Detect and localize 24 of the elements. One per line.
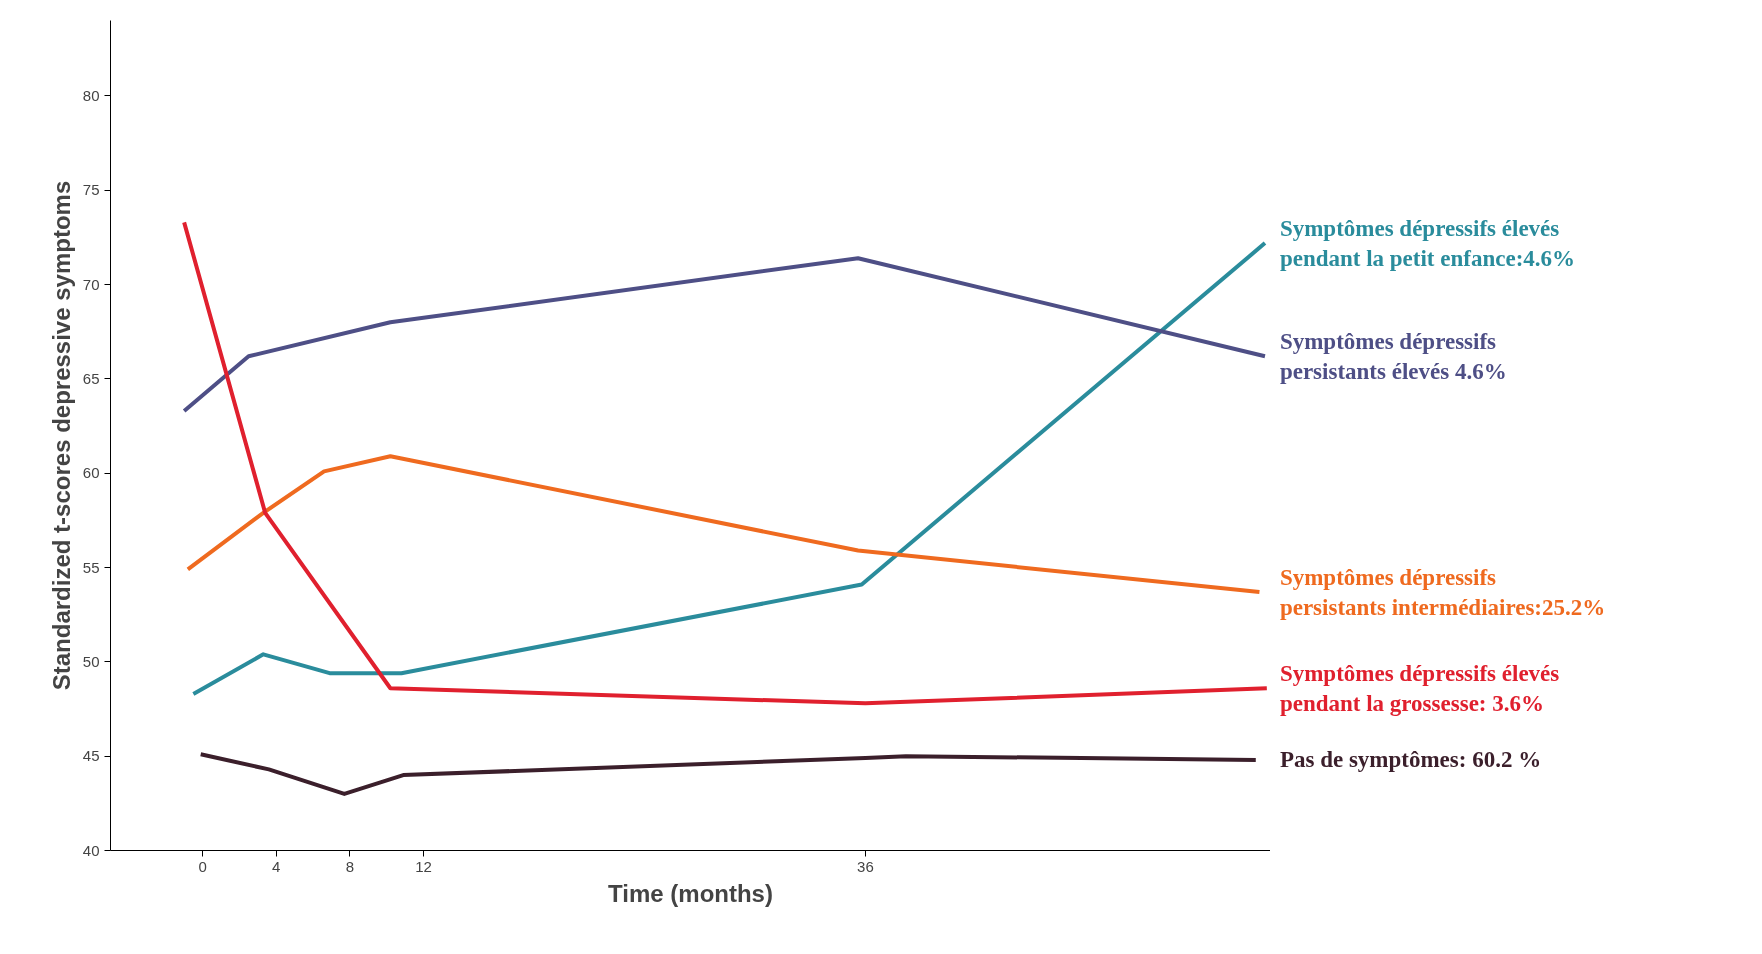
series-label: Symptômes dépressifs élevés pendant la grossesse: 3.6%: [1279, 660, 1560, 716]
y-tick-label: 40: [82, 841, 100, 859]
y-tick-label: 70: [82, 275, 100, 293]
series-label: Symptômes dépressifs persistants intermédiaires:25.2%: [1279, 564, 1606, 620]
line-series: [198, 752, 1258, 796]
y-tick-label: 60: [82, 464, 100, 482]
x-axis-title: Time (months): [608, 879, 773, 907]
x-tick-label: 0: [198, 857, 207, 875]
y-tick-label: 55: [82, 558, 100, 576]
y-tick-label: 65: [82, 369, 100, 387]
line-series: [185, 454, 1262, 595]
line-series: [182, 256, 1267, 413]
y-axis-title: Standardized t-scores depressive symptoms: [47, 180, 75, 691]
x-tick-label: 36: [857, 857, 874, 875]
x-tick-label: 12: [415, 857, 432, 875]
series-label: Symptômes dépressifs élevés pendant la petit enfance:4.6%: [1279, 215, 1576, 271]
y-tick-label: 45: [82, 747, 100, 765]
x-tick-label: 4: [272, 857, 281, 875]
series-label: Symptômes dépressifs persistants élevés 4.6%: [1279, 328, 1507, 384]
series-label: Pas de symptômes: 60.2 %: [1279, 747, 1542, 773]
y-tick-label: 80: [82, 86, 100, 104]
x-tick-label: 8: [345, 857, 355, 875]
y-tick-label: 50: [82, 652, 100, 670]
y-tick-label: 75: [82, 181, 100, 199]
